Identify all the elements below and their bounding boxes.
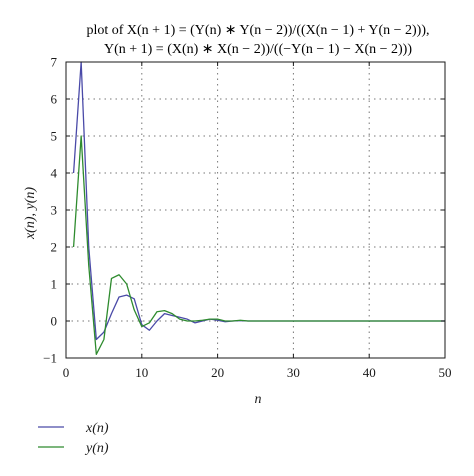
grid [66, 62, 445, 358]
legend: x(n) y(n) [38, 421, 109, 456]
legend-label-y: y(n) [84, 441, 109, 456]
y-tick-label: 2 [51, 240, 58, 255]
y-tick-label: 0 [51, 314, 58, 329]
axis-ticks: 0 10 20 30 40 50 −1 0 1 2 3 4 5 6 7 [43, 55, 451, 381]
y-tick-label: 6 [51, 92, 58, 107]
y-tick-label: 1 [51, 277, 58, 292]
x-tick-label: 40 [363, 365, 376, 380]
series-lines [72, 61, 445, 355]
series-line-y [72, 135, 445, 355]
y-tick-label: 3 [51, 203, 58, 218]
x-tick-label: 10 [135, 365, 148, 380]
y-tick-label: 5 [51, 129, 58, 144]
x-tick-label: 30 [287, 365, 300, 380]
plot-frame [65, 61, 446, 359]
y-axis-label: x(n), y(n) [23, 187, 38, 240]
chart-title-line-2: Y(n + 1) = (X(n) ∗ X(n − 2))/((−Y(n − 1)… [104, 42, 412, 57]
x-tick-label: 20 [211, 365, 224, 380]
x-tick-label: 50 [439, 365, 452, 380]
x-axis-label: n [255, 392, 262, 407]
series-line-x [72, 61, 445, 341]
y-tick-label: −1 [43, 351, 57, 366]
x-tick-label: 0 [63, 365, 70, 380]
y-tick-label: 7 [51, 55, 58, 70]
legend-label-x: x(n) [85, 421, 109, 436]
y-tick-label: 4 [51, 166, 58, 181]
chart-title-line-1: plot of X(n + 1) = (Y(n) ∗ Y(n − 2))/((X… [86, 23, 429, 38]
